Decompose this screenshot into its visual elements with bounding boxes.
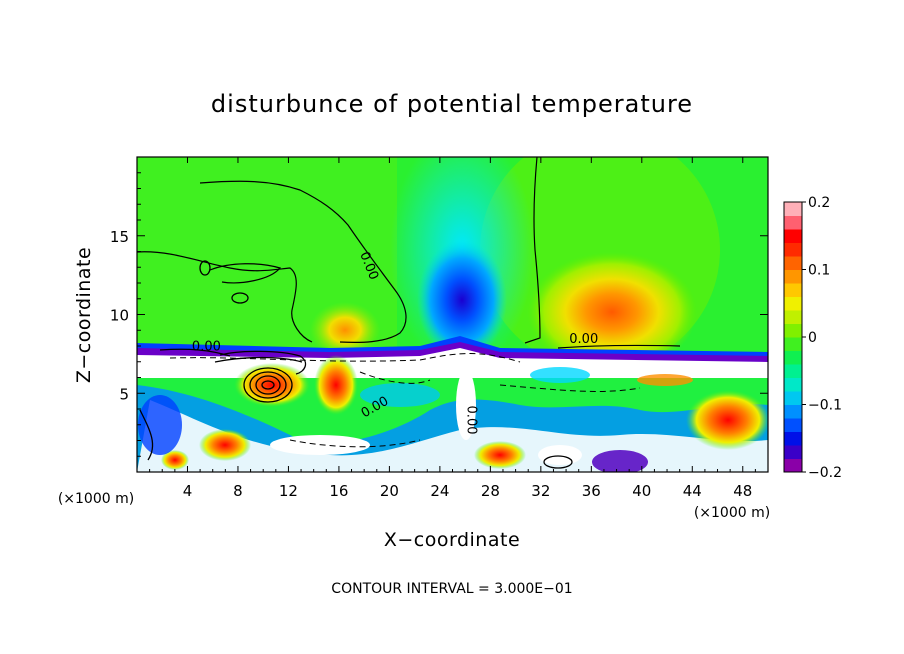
colorbar-tick-label: 0 [808, 330, 817, 346]
y-axis-label: Z−coordinate [73, 247, 95, 383]
x-tick-label: 12 [279, 482, 298, 500]
x-unit-left: (×1000 m) [58, 491, 134, 507]
colorbar-swatch [784, 350, 802, 365]
colorbar-swatch [784, 323, 802, 338]
y-axis: 5 10 15 [110, 172, 768, 457]
chart-title: disturbunce of potential temperature [211, 90, 693, 118]
contour-label: 0.00 [192, 340, 221, 355]
x-tick-label: 28 [481, 482, 500, 500]
contour-interval-note: CONTOUR INTERVAL = 3.000E−01 [331, 581, 572, 597]
colorbar-swatch [784, 242, 802, 257]
colorbar-swatch [784, 269, 802, 284]
y-tick-label: 10 [110, 307, 129, 325]
x-tick-label: 44 [683, 482, 702, 500]
x-tick-label: 8 [233, 482, 243, 500]
y-tick-label: 5 [119, 385, 129, 403]
x-axis: 4 8 12 16 20 24 28 32 36 40 44 48 [149, 157, 756, 500]
colorbar-tick-label: 0.1 [808, 263, 830, 279]
colorbar-swatch [784, 229, 802, 243]
contour-label: 0.00 [464, 406, 479, 435]
x-tick-label: 40 [632, 482, 651, 500]
colorbar-swatch [784, 377, 802, 392]
colorbar-swatch [784, 202, 802, 216]
x-unit-right: (×1000 m) [694, 505, 770, 521]
contour-label: 0.00 [569, 332, 598, 347]
x-tick-label: 36 [582, 482, 601, 500]
x-tick-label: 20 [380, 482, 399, 500]
colorbar-tick-label: −0.1 [808, 398, 842, 414]
x-tick-label: 16 [329, 482, 348, 500]
colorbar-swatch [784, 431, 802, 446]
colorbar-swatch [784, 256, 802, 270]
plot-field [137, 157, 768, 472]
x-tick-label: 32 [531, 482, 550, 500]
y-tick-label: 15 [110, 228, 129, 246]
colorbar-swatch [784, 458, 802, 473]
x-tick-label: 4 [183, 482, 193, 500]
x-tick-label: 48 [733, 482, 752, 500]
colorbar-swatch [784, 404, 802, 419]
colorbar-swatch [784, 283, 802, 297]
colorbar-swatch [784, 418, 802, 432]
colorbar-swatch [784, 364, 802, 378]
colorbar-swatch [784, 391, 802, 405]
colorbar-swatch [784, 445, 802, 459]
colorbar-tick-label: 0.2 [808, 195, 830, 211]
contour-labels: 0.000.000.000.00 0.00 [192, 250, 598, 435]
colorbar-swatch [784, 215, 802, 230]
colorbar: 0.2 0.1 0 −0.1 −0.2 [783, 195, 842, 481]
colorbar-swatch [784, 296, 802, 311]
x-tick-label: 24 [430, 482, 449, 500]
colorbar-swatch [784, 310, 802, 324]
colorbar-swatch [784, 337, 802, 351]
x-axis-label: X−coordinate [384, 529, 520, 551]
colorbar-tick-label: −0.2 [808, 465, 842, 481]
